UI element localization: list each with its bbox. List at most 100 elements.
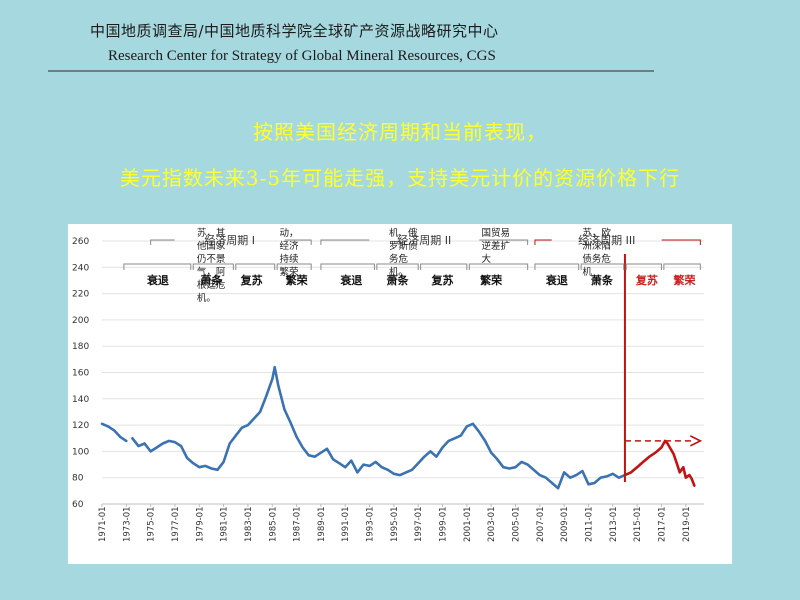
phase-bracket	[123, 263, 192, 270]
dollar-index-chart: 60 80 100 120 140 160 180 200 220 240 260 1971-01 19…	[68, 224, 732, 564]
header-title-en: Research Center for Strategy of Global M…	[108, 48, 496, 64]
forecast-arrow-head	[689, 435, 703, 447]
x-tick-label: 1979-01	[195, 506, 205, 542]
x-tick-label: 1973-01	[122, 506, 132, 542]
phase-label: 萧条	[591, 273, 614, 287]
phase-bracket	[192, 263, 234, 270]
x-tick-label: 1981-01	[220, 506, 230, 542]
phase-bracket	[625, 263, 662, 270]
phase-bracket	[663, 263, 701, 270]
phase-bracket	[580, 263, 625, 270]
annotation-line: 动，	[280, 228, 299, 239]
annotation-line: 洲深陷	[582, 240, 611, 252]
x-tick-label: 2003-01	[487, 506, 497, 542]
header-title-cn: 中国地质调查局/中国地质科学院全球矿产资源战略研究中心	[90, 22, 499, 40]
annotation-line: 经济	[280, 240, 300, 252]
y-tick-label: 100	[72, 447, 89, 457]
annotation-line: 国贸易	[481, 227, 510, 239]
annotation-line: 世，美	[481, 224, 510, 226]
headline-line-2: 美元指数未来3-5年可能走强，支持美元计价的资源价格下行	[119, 166, 681, 190]
phase-label: 繁荣	[673, 273, 697, 287]
annotation-line: 他国家	[197, 240, 226, 252]
y-tick-label: 180	[72, 342, 89, 352]
x-tick-label: 1989-01	[317, 506, 327, 542]
header-divider	[48, 70, 654, 72]
x-tick-label: 2015-01	[633, 506, 643, 542]
phase-label: 衰退	[146, 273, 169, 287]
phase-label: 复苏	[431, 273, 454, 287]
annotation-line: 根廷危	[197, 279, 226, 291]
x-tick-label: 1999-01	[439, 506, 449, 542]
x-tick-label: 2019-01	[682, 506, 692, 542]
annotation-text: 中国入世，美国贸易逆差扩大	[481, 224, 510, 265]
series-line-historical	[100, 422, 128, 443]
annotation-text: 美国滞涨	[148, 224, 168, 226]
cycle-bracket	[320, 239, 529, 245]
annotation-line: 大	[481, 253, 491, 265]
phase-bracket	[320, 263, 375, 270]
annotation-line: 债务危	[582, 253, 611, 265]
annotation-text: 亚洲金融危机、俄罗斯债务危机。	[389, 224, 418, 278]
y-tick-label: 220	[72, 290, 89, 300]
phase-label: 萧条	[387, 273, 410, 287]
annotation-text: 美国率先复苏，欧洲深陷债务危机	[582, 224, 611, 278]
cycle-label: 经济周期 II	[397, 233, 451, 247]
phase-label: 衰退	[545, 273, 568, 287]
annotation-line: 务危	[389, 253, 409, 265]
annotation-line: 机、俄	[389, 227, 418, 239]
phase-label: 繁荣	[479, 273, 503, 287]
annotation-line: 仍不景	[197, 253, 226, 265]
series-line-historical	[131, 365, 627, 490]
x-tick-label: 1975-01	[147, 506, 157, 542]
y-tick-label: 140	[72, 395, 89, 405]
phase-bracket	[376, 263, 419, 270]
annotation-text: 美国率先复苏，其他国家仍不景气，阿根廷危机。	[197, 224, 226, 304]
x-tick-label: 2017-01	[657, 506, 667, 542]
annotation-line: 机。	[197, 292, 216, 304]
x-tick-label: 1983-01	[244, 506, 254, 542]
chart-canvas: 60 80 100 120 140 160 180 200 220 240 260 1971-01 19…	[72, 224, 704, 542]
x-tick-label: 1991-01	[341, 506, 351, 542]
annotation-line: 化启	[280, 224, 299, 226]
x-tick-label: 1977-01	[171, 506, 181, 542]
annotation-text: 全球化启动，经济持续繁荣	[280, 224, 300, 278]
y-tick-label: 60	[72, 500, 84, 510]
annotation-line: 苏，欧	[582, 227, 611, 239]
annotation-line: 持续	[280, 253, 300, 265]
cycle-label: 经济周期 I	[204, 233, 255, 247]
phase-bracket	[468, 263, 529, 270]
headline-line-1: 按照美国经济周期和当前表现，	[253, 120, 547, 144]
phase-label: 繁荣	[285, 273, 309, 287]
annotation-line: 机	[582, 266, 592, 278]
cycle-label: 经济周期 III	[578, 233, 635, 247]
x-tick-label: 2005-01	[511, 506, 521, 542]
cycle-bracket	[150, 239, 312, 245]
y-tick-label: 260	[72, 237, 89, 247]
series-line-current-cycle	[623, 439, 696, 487]
phase-label: 复苏	[240, 273, 263, 287]
phase-bracket	[235, 263, 276, 270]
phase-bracket	[420, 263, 468, 270]
x-tick-label: 1987-01	[293, 506, 303, 542]
cycle-bracket	[534, 239, 701, 245]
x-tick-label: 1985-01	[268, 506, 278, 542]
phase-label: 萧条	[200, 273, 223, 287]
x-tick-label: 2009-01	[560, 506, 570, 542]
x-tick-label: 2013-01	[609, 506, 619, 542]
annotation-line: 机。	[389, 266, 408, 278]
x-tick-label: 1995-01	[390, 506, 400, 542]
annotation-line: 苏，其	[197, 227, 226, 239]
phase-bracket	[534, 263, 580, 270]
x-tick-label: 2001-01	[463, 506, 473, 542]
annotation-line: 繁荣	[280, 266, 300, 278]
phase-label: 衰退	[339, 273, 362, 287]
y-tick-label: 160	[72, 369, 89, 379]
x-tick-label: 1997-01	[414, 506, 424, 542]
annotation-line: 先复	[197, 224, 217, 226]
annotation-line: 融危	[389, 224, 409, 226]
annotation-line: 危机	[536, 224, 556, 226]
x-tick-label: 1971-01	[98, 506, 108, 542]
annotation-line: 先复	[582, 224, 602, 226]
phase-bracket	[276, 263, 312, 270]
phase-label: 复苏	[635, 273, 658, 287]
